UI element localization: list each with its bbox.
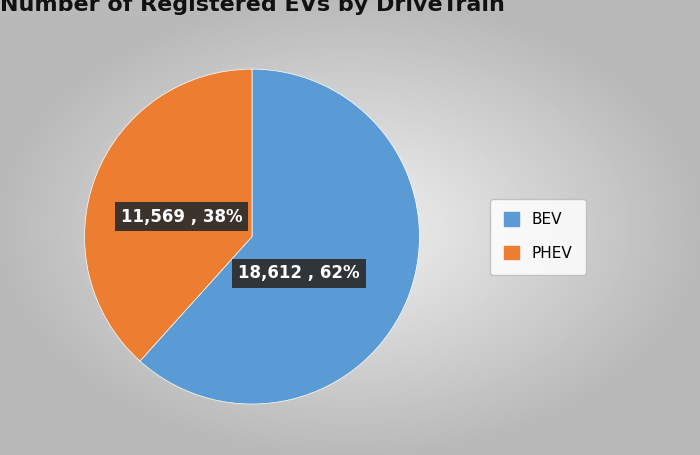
Text: 18,612 , 62%: 18,612 , 62% [238,264,360,283]
Text: 11,569 , 38%: 11,569 , 38% [121,207,242,226]
Wedge shape [85,69,252,361]
Title: Number of Registered EVs by DriveTrain: Number of Registered EVs by DriveTrain [0,0,505,15]
Wedge shape [140,69,419,404]
Legend: BEV, PHEV: BEV, PHEV [490,199,586,274]
